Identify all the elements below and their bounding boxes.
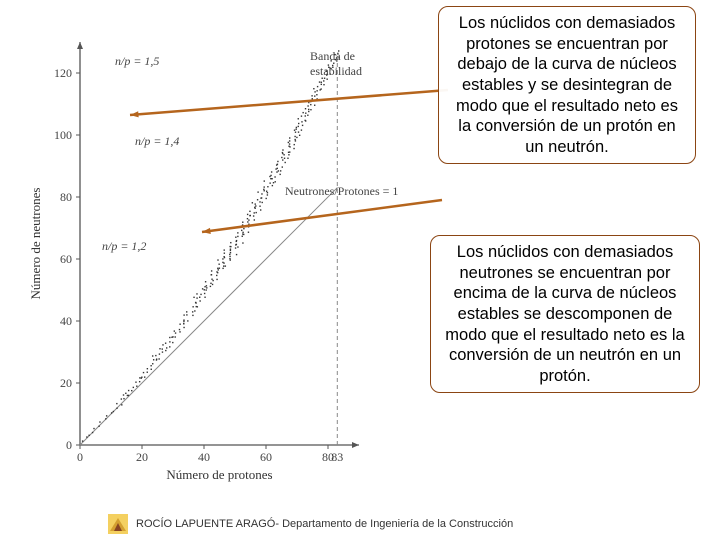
- neutrons-excess-box: Los núclidos con demasiados neutrones se…: [430, 235, 700, 393]
- chart-svg: 02040608083204060801001200Número de prot…: [20, 5, 400, 485]
- footer-text: ROCÍO LAPUENTE ARAGÓ- Departamento de In…: [136, 518, 513, 530]
- svg-text:83: 83: [331, 450, 343, 464]
- svg-text:20: 20: [60, 376, 72, 390]
- slide: 02040608083204060801001200Número de prot…: [0, 0, 720, 540]
- protons-excess-box: Los núclidos con demasiados protones se …: [438, 6, 696, 164]
- svg-text:0: 0: [66, 438, 72, 452]
- svg-text:80: 80: [60, 190, 72, 204]
- protons-excess-text: Los núclidos con demasiados protones se …: [456, 14, 678, 156]
- svg-text:40: 40: [60, 314, 72, 328]
- svg-text:n/p = 1,5: n/p = 1,5: [115, 54, 159, 68]
- svg-text:Número de neutrones: Número de neutrones: [28, 188, 43, 300]
- svg-text:20: 20: [136, 450, 148, 464]
- svg-text:Número de protones: Número de protones: [166, 467, 272, 482]
- svg-text:Banda de: Banda de: [310, 49, 355, 63]
- logo-icon: [108, 514, 128, 534]
- neutrons-excess-text: Los núclidos con demasiados neutrones se…: [445, 243, 684, 385]
- svg-text:100: 100: [54, 128, 72, 142]
- svg-text:n/p = 1,4: n/p = 1,4: [135, 134, 179, 148]
- svg-text:n/p = 1,2: n/p = 1,2: [102, 239, 146, 253]
- svg-text:60: 60: [60, 252, 72, 266]
- svg-text:40: 40: [198, 450, 210, 464]
- svg-text:0: 0: [77, 450, 83, 464]
- svg-text:Neutrones/Protones = 1: Neutrones/Protones = 1: [285, 184, 398, 198]
- svg-text:120: 120: [54, 66, 72, 80]
- footer: ROCÍO LAPUENTE ARAGÓ- Departamento de In…: [0, 514, 720, 534]
- svg-text:estabilidad: estabilidad: [310, 64, 362, 78]
- stability-chart: 02040608083204060801001200Número de prot…: [20, 5, 400, 485]
- svg-text:60: 60: [260, 450, 272, 464]
